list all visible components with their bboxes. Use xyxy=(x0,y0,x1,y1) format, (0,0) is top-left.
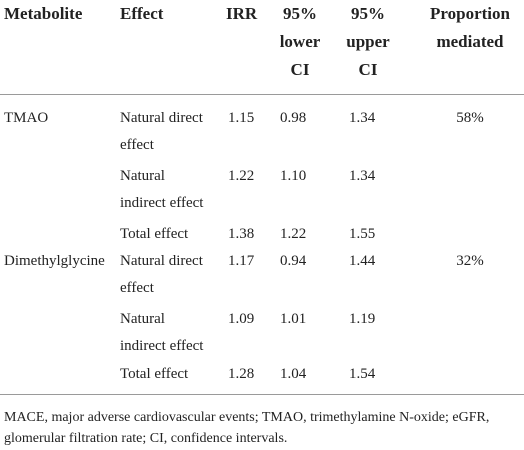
row-2-effect: Natural indirect effect xyxy=(120,168,204,211)
row-3-effect: Total effect xyxy=(120,226,189,242)
row-4-irr: 1.17 xyxy=(228,253,255,269)
header-proportion-line-2: mediated xyxy=(436,32,504,51)
row-4-lower: 0.94 xyxy=(280,253,307,269)
header-irr: IRR xyxy=(226,4,258,23)
row-1-irr: 1.15 xyxy=(228,110,255,126)
row-5-irr: 1.09 xyxy=(228,311,255,327)
row-2-irr: 1.22 xyxy=(228,168,255,184)
row-1-upper: 1.34 xyxy=(349,110,376,126)
row-2-lower: 1.10 xyxy=(280,168,307,184)
header-upper-line-3: CI xyxy=(358,60,378,79)
row-3-irr: 1.38 xyxy=(228,226,255,242)
header-lower-ci: 95% lower CI xyxy=(270,0,330,84)
header-upper-ci: 95% upper CI xyxy=(338,0,398,84)
row-6-upper: 1.54 xyxy=(349,366,376,382)
header-effect: Effect xyxy=(120,4,164,23)
row-5-upper: 1.19 xyxy=(349,311,376,327)
row-3-lower: 1.22 xyxy=(280,226,307,242)
header-rule xyxy=(0,94,524,95)
row-6-effect: Total effect xyxy=(120,366,189,382)
row-1-metabolite: TMAO xyxy=(4,110,49,126)
row-6-irr: 1.28 xyxy=(228,366,255,382)
row-5-effect: Natural indirect effect xyxy=(120,311,204,354)
table-footnote: MACE, major adverse cardiovascular event… xyxy=(4,410,490,446)
row-4-proportion: 32% xyxy=(456,253,484,269)
table-bottom-rule xyxy=(0,394,524,395)
header-proportion-line-1: Proportion xyxy=(430,4,510,23)
header-upper-line-1: 95% xyxy=(351,4,385,23)
row-5-lower: 1.01 xyxy=(280,311,307,327)
row-4-effect: Natural direct effect xyxy=(120,253,203,296)
header-proportion-mediated: Proportion mediated xyxy=(418,0,522,56)
row-6-lower: 1.04 xyxy=(280,366,307,382)
header-lower-line-3: CI xyxy=(290,60,310,79)
header-metabolite: Metabolite xyxy=(4,4,83,23)
row-1-effect: Natural direct effect xyxy=(120,110,203,153)
row-1-proportion: 58% xyxy=(456,110,484,126)
header-upper-line-2: upper xyxy=(346,32,390,51)
row-3-upper: 1.55 xyxy=(349,226,376,242)
row-2-upper: 1.34 xyxy=(349,168,376,184)
row-4-upper: 1.44 xyxy=(349,253,376,269)
header-lower-line-2: lower xyxy=(279,32,321,51)
header-lower-line-1: 95% xyxy=(283,4,317,23)
row-4-metabolite: Dimethylglycine xyxy=(4,253,105,269)
row-1-lower: 0.98 xyxy=(280,110,307,126)
